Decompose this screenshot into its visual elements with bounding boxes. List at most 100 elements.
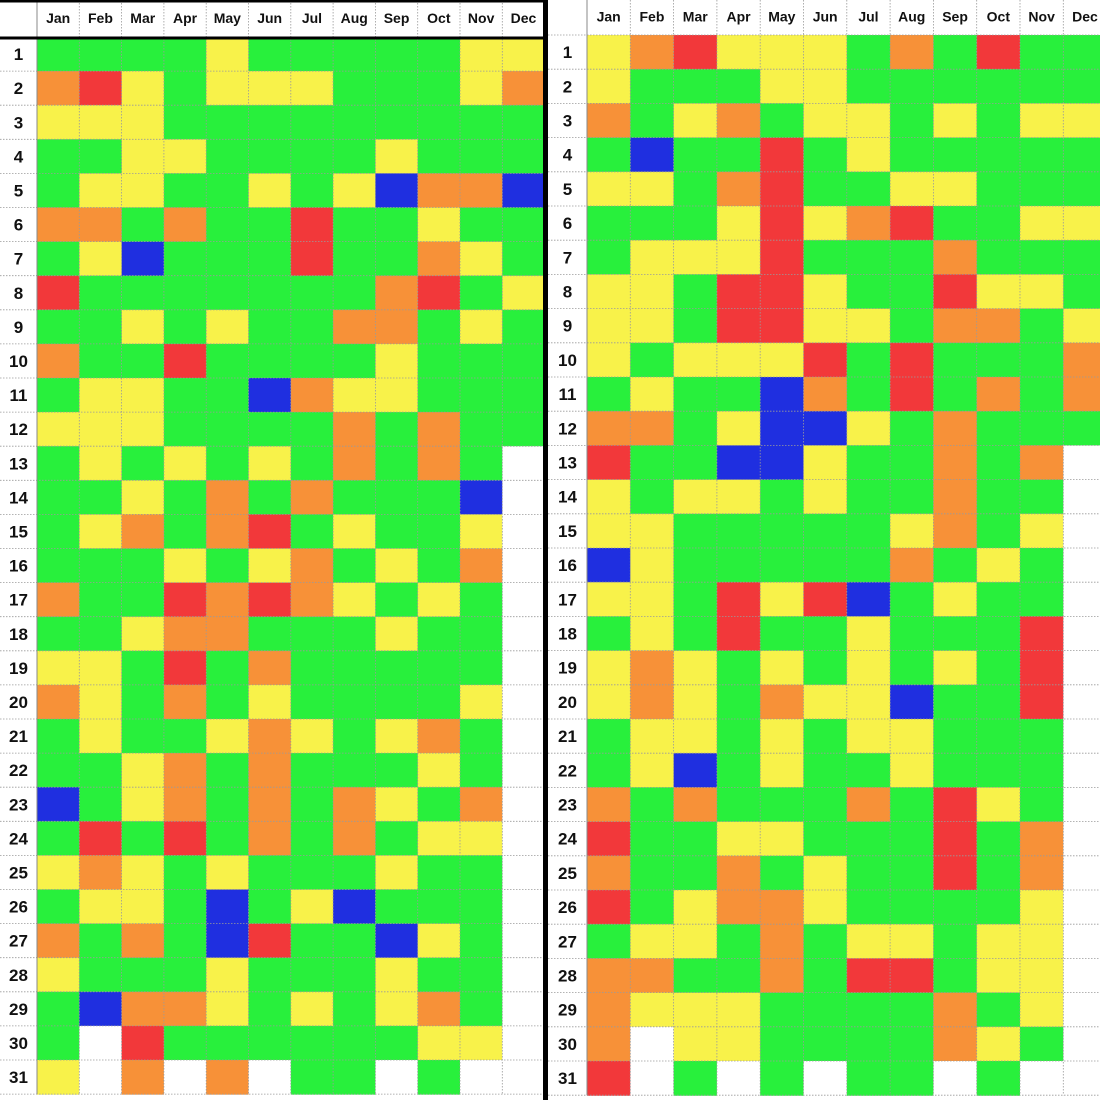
cell-may-24-green — [206, 821, 250, 856]
cell-feb-5-yellow — [630, 171, 675, 207]
cell-nov-27-yellow — [1020, 924, 1064, 959]
month-label-may: May — [768, 9, 795, 25]
cell-apr-7-yellow — [716, 240, 761, 275]
cell-oct-25-green — [976, 855, 1021, 891]
cell-dec-25-empty — [502, 855, 546, 891]
cell-may-8-green — [206, 275, 250, 311]
day-label-12: 12 — [558, 419, 577, 438]
day-label-28: 28 — [9, 966, 28, 985]
cell-may-30-green — [206, 1025, 250, 1061]
cell-jun-24-orange — [248, 821, 292, 856]
cell-apr-4-green — [716, 137, 761, 173]
cell-sep-27-green — [933, 924, 978, 959]
cell-may-13-blue — [760, 445, 805, 481]
cell-sep-3-yellow — [933, 103, 978, 139]
cell-jan-8-yellow — [587, 274, 631, 310]
cell-jun-28-green — [803, 958, 848, 994]
day-label-16: 16 — [9, 557, 28, 576]
cell-jun-28-green — [248, 957, 292, 993]
month-label-feb: Feb — [640, 9, 665, 25]
cell-nov-18-green — [460, 616, 503, 652]
cell-jan-10-orange — [37, 343, 80, 379]
cell-jul-24-green — [846, 821, 891, 857]
day-label-24: 24 — [558, 830, 577, 849]
cell-may-14-orange — [206, 480, 250, 515]
cell-nov-29-green — [460, 991, 503, 1027]
cell-sep-8-red — [933, 274, 978, 310]
cell-jan-27-green — [587, 924, 631, 959]
cell-sep-19-green — [375, 650, 419, 686]
cell-jun-16-green — [803, 548, 848, 583]
cell-jun-9-green — [248, 309, 292, 345]
cell-jun-21-orange — [248, 719, 292, 754]
day-label-25: 25 — [9, 863, 28, 882]
cell-sep-31-empty — [375, 1060, 419, 1095]
cell-aug-9-orange — [333, 309, 376, 345]
cell-apr-5-green — [163, 173, 207, 209]
cell-apr-6-orange — [163, 207, 207, 243]
cell-jan-30-orange — [587, 1026, 631, 1062]
cell-jul-25-green — [846, 855, 891, 891]
cell-jun-20-yellow — [248, 684, 292, 720]
cell-aug-13-green — [890, 445, 934, 481]
cell-jul-29-green — [846, 992, 891, 1028]
cell-sep-31-empty — [933, 1061, 978, 1096]
cell-oct-16-yellow — [976, 548, 1021, 583]
cell-apr-24-red — [163, 821, 207, 856]
cell-jul-11-orange — [290, 378, 334, 413]
cell-jun-11-orange — [803, 377, 848, 412]
cell-mar-14-yellow — [673, 479, 718, 515]
cell-jan-18-green — [37, 616, 80, 652]
cell-sep-26-green — [933, 890, 978, 925]
cell-sep-10-green — [933, 342, 978, 378]
month-label-apr: Apr — [726, 9, 751, 25]
cell-feb-31-empty — [630, 1061, 675, 1096]
month-label-jul: Jul — [858, 9, 878, 25]
day-label-25: 25 — [558, 864, 577, 883]
cell-jul-8-green — [290, 275, 334, 311]
cell-oct-24-yellow — [417, 821, 461, 856]
month-label-dec: Dec — [511, 10, 537, 26]
cell-apr-2-green — [163, 71, 207, 106]
cell-jun-31-empty — [248, 1060, 292, 1095]
cell-dec-6-yellow — [1063, 206, 1100, 241]
cell-dec-28-empty — [1063, 958, 1100, 994]
cell-nov-21-green — [1020, 719, 1064, 754]
cell-feb-25-green — [630, 855, 675, 891]
day-label-21: 21 — [9, 727, 28, 746]
cell-jun-11-blue — [248, 378, 292, 413]
cell-aug-16-green — [333, 548, 376, 584]
cell-aug-4-green — [333, 139, 376, 174]
cell-may-26-blue — [206, 889, 250, 925]
day-label-29: 29 — [558, 1001, 577, 1020]
cell-oct-27-yellow — [976, 924, 1021, 959]
cell-sep-23-red — [933, 787, 978, 823]
cell-dec-24-empty — [1063, 821, 1100, 857]
cell-feb-12-orange — [630, 411, 675, 446]
cell-dec-27-empty — [502, 923, 546, 959]
cell-jul-1-green — [846, 35, 891, 70]
cell-mar-21-green — [121, 719, 165, 754]
cell-dec-31-empty — [502, 1060, 546, 1095]
cell-jul-7-green — [846, 240, 891, 275]
cell-apr-23-green — [716, 787, 761, 823]
cell-jun-16-yellow — [248, 548, 292, 584]
cell-may-29-green — [760, 992, 805, 1028]
cell-may-9-yellow — [206, 309, 250, 345]
day-label-23: 23 — [9, 795, 28, 814]
cell-jan-30-green — [37, 1025, 80, 1061]
cell-jun-18-green — [803, 616, 848, 652]
cell-jan-6-orange — [37, 207, 80, 243]
cell-oct-2-green — [976, 69, 1021, 104]
cell-sep-20-green — [375, 684, 419, 720]
cell-aug-15-yellow — [333, 514, 376, 550]
cell-jun-22-green — [803, 753, 848, 788]
day-label-2: 2 — [563, 77, 572, 96]
cell-feb-13-yellow — [79, 446, 123, 481]
cell-feb-1-orange — [630, 35, 675, 70]
cell-sep-4-green — [933, 137, 978, 173]
cell-aug-15-yellow — [890, 513, 934, 549]
cell-jun-6-yellow — [803, 206, 848, 241]
cell-dec-21-empty — [1063, 719, 1100, 754]
cell-nov-13-orange — [1020, 445, 1064, 481]
